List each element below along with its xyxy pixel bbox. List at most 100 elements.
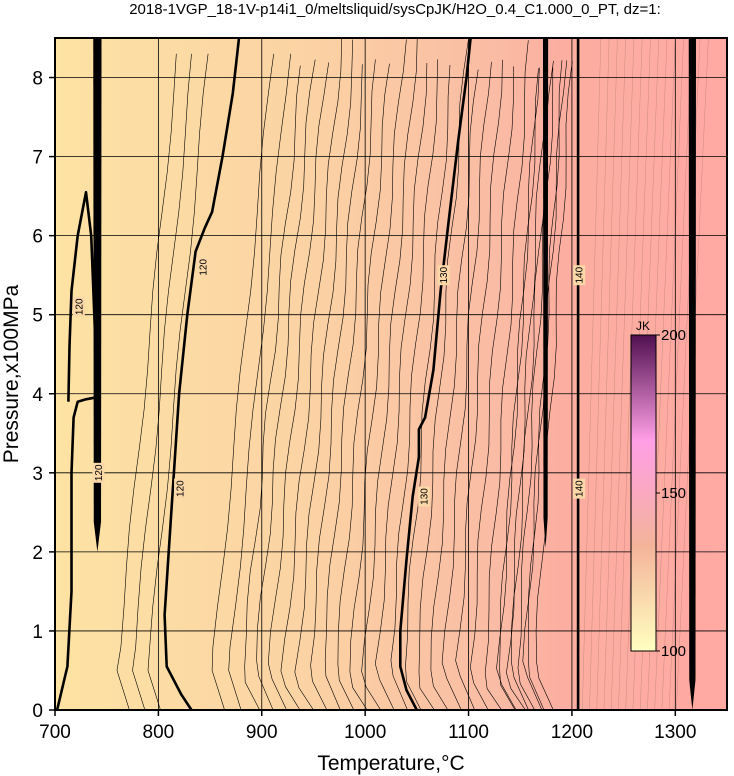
colorbar-tick-label: 150 (661, 485, 686, 502)
contour-label-bg (92, 462, 105, 483)
isoline (244, 65, 301, 710)
contour-labels: 120 120 120 120 130 130 140 140 (72, 257, 586, 507)
colorbar-unit: JK (636, 319, 650, 333)
contour-label-text: 120 (94, 464, 105, 481)
isoline (528, 60, 563, 710)
contour-label: 120 (174, 478, 187, 499)
y-tick-label: 2 (32, 543, 43, 564)
plot-frame (54, 37, 728, 711)
isoline (582, 38, 602, 710)
contour-label: 130 (418, 486, 431, 507)
isoline (418, 39, 469, 710)
colorbar-tick-label: 200 (661, 327, 686, 344)
contour-label-bg (196, 257, 209, 278)
isoline (661, 38, 693, 710)
x-tick-label: 1000 (344, 722, 386, 743)
contour-label-text: 130 (439, 266, 450, 283)
contour-label-bg (72, 296, 85, 317)
isoline (499, 68, 539, 710)
major-contour-lines (55, 38, 580, 710)
contour-label-text: 120 (176, 480, 187, 497)
grid-lines (55, 38, 727, 710)
colorbar-tick-label: 100 (661, 643, 686, 660)
x-tick-label: 1300 (654, 722, 696, 743)
contour-120 (163, 38, 241, 710)
contour-label-bg (418, 486, 431, 507)
x-tick-label: 700 (39, 722, 71, 743)
isoline (496, 67, 540, 710)
isoline (310, 64, 363, 710)
dense-band (688, 38, 696, 710)
contour-label-text: 140 (575, 480, 586, 497)
isoline (211, 53, 274, 710)
isoline (324, 59, 376, 710)
isoline (611, 38, 635, 710)
y-tick-label: 1 (32, 622, 43, 643)
contour-label-text: 140 (575, 266, 586, 283)
y-tick-label: 3 (32, 464, 43, 485)
contour-label-text: 130 (420, 488, 431, 505)
isoline (618, 38, 643, 710)
isoline (596, 38, 618, 710)
chart-title: 2018-1VGP_18-1V-p14i1_0/meltsliquid/sysC… (129, 1, 661, 18)
isoline (280, 38, 342, 710)
contour-120 (55, 396, 95, 710)
colorbar-gradient (630, 334, 657, 652)
isoline (349, 39, 407, 710)
isoline (116, 53, 177, 710)
isoline (455, 59, 503, 710)
isoline (294, 39, 353, 710)
colorbar: JK 100 150 200 (630, 319, 686, 660)
x-axis-ticks: 700 800 900 1000 1100 1200 1300 (39, 710, 696, 743)
isoline (469, 66, 514, 710)
x-axis-title: Temperature,°C (317, 752, 464, 775)
contour-label-bg (174, 478, 187, 499)
isoline (147, 53, 209, 710)
isoline (654, 38, 684, 710)
contour-label-text: 120 (198, 259, 209, 276)
y-tick-label: 4 (32, 385, 43, 406)
contour-130 (399, 38, 472, 710)
isoline (405, 64, 451, 710)
contour-label: 120 (72, 296, 85, 317)
y-tick-label: 8 (32, 69, 43, 90)
contour-label: 120 (196, 257, 209, 278)
x-tick-label: 1100 (448, 722, 489, 743)
dense-band (542, 38, 549, 548)
isoline (374, 62, 428, 710)
y-axis-ticks: 0 1 2 3 4 5 6 7 8 (32, 69, 55, 722)
y-tick-label: 5 (32, 306, 43, 327)
dense-contour-bands (93, 38, 696, 710)
isoline (589, 38, 610, 710)
colorbar-ticks: 100 150 200 (656, 327, 686, 660)
isoline (256, 59, 316, 710)
isoline (390, 59, 438, 710)
y-tick-label: 0 (32, 701, 43, 722)
contour-label: 140 (573, 478, 586, 499)
dense-band (93, 38, 102, 552)
x-tick-label: 900 (246, 722, 278, 743)
isoline (132, 53, 192, 710)
contour-label: 130 (437, 265, 450, 286)
x-tick-label: 1200 (551, 722, 593, 743)
contour-label: 120 (92, 462, 105, 483)
isoline (430, 69, 479, 710)
plot-background (55, 38, 727, 710)
contour-label-bg (573, 265, 586, 286)
y-tick-label: 7 (32, 148, 43, 169)
isoline (267, 62, 329, 710)
isoline (337, 63, 390, 710)
isoline (603, 38, 626, 710)
y-axis-title: Pressure,x100MPa (0, 284, 23, 463)
contour-label: 140 (573, 265, 586, 286)
isoline (361, 38, 418, 710)
isoline (517, 66, 554, 710)
contour-label-bg (437, 265, 450, 286)
contour-label-text: 120 (74, 298, 85, 315)
isoline (228, 53, 291, 710)
contour-label-bg (573, 478, 586, 499)
thin-contour-lines (116, 38, 709, 710)
y-tick-label: 6 (32, 227, 43, 248)
x-tick-label: 800 (143, 722, 175, 743)
